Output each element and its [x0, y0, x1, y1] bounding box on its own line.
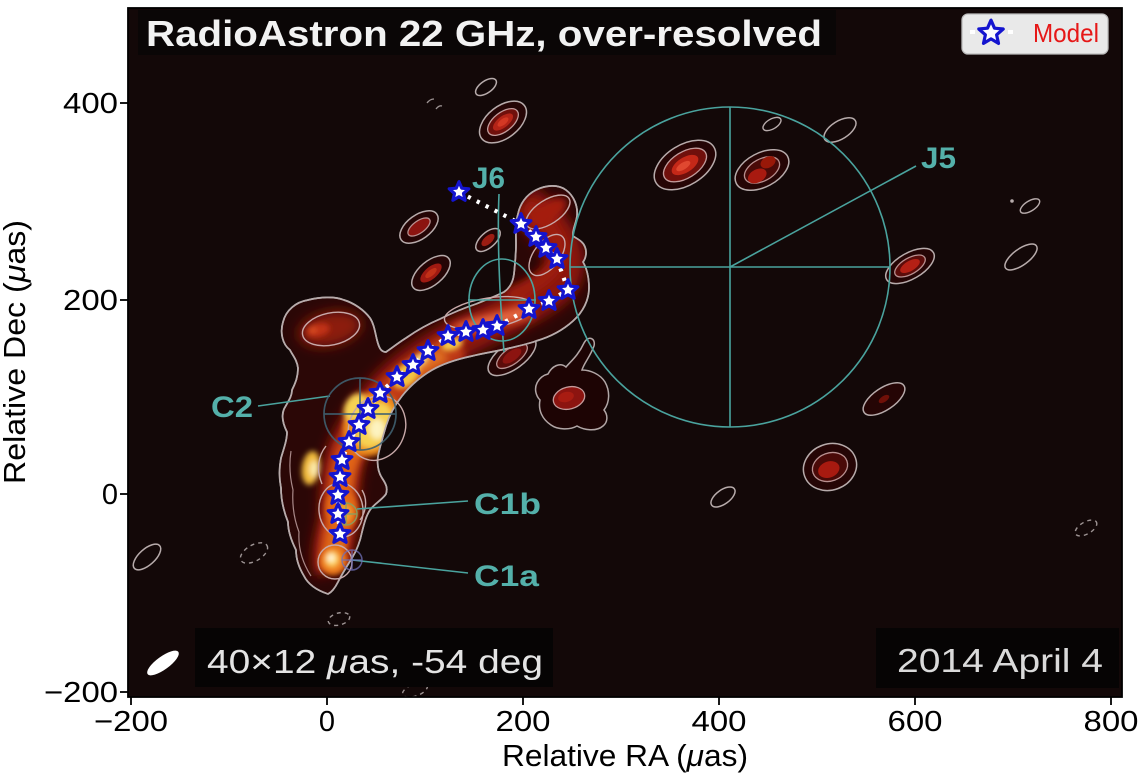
svg-text:400: 400 [63, 88, 118, 120]
svg-text:800: 800 [1084, 706, 1139, 738]
svg-text:200: 200 [63, 285, 118, 317]
svg-text:J5: J5 [921, 142, 956, 175]
svg-text:Model: Model [1033, 18, 1099, 48]
svg-text:600: 600 [888, 706, 943, 738]
svg-text:200: 200 [496, 706, 551, 738]
svg-text:RadioAstron 22 GHz, over-resol: RadioAstron 22 GHz, over-resolved [146, 13, 822, 54]
svg-text:Relative Dec (μas): Relative Dec (μas) [0, 220, 32, 484]
svg-text:−200: −200 [94, 706, 168, 738]
svg-text:C1a: C1a [474, 560, 539, 593]
svg-text:C1b: C1b [474, 488, 541, 521]
svg-text:−200: −200 [44, 677, 118, 709]
svg-text:J6: J6 [472, 162, 505, 195]
svg-text:C2: C2 [211, 391, 253, 424]
svg-text:0: 0 [102, 479, 118, 511]
svg-text:40×12 μas, -54 deg: 40×12 μas, -54 deg [207, 643, 543, 680]
svg-text:Relative RA (μas): Relative RA (μas) [502, 738, 748, 773]
svg-text:0: 0 [319, 706, 335, 738]
svg-text:400: 400 [692, 706, 747, 738]
svg-text:2014 April 4: 2014 April 4 [897, 642, 1103, 679]
